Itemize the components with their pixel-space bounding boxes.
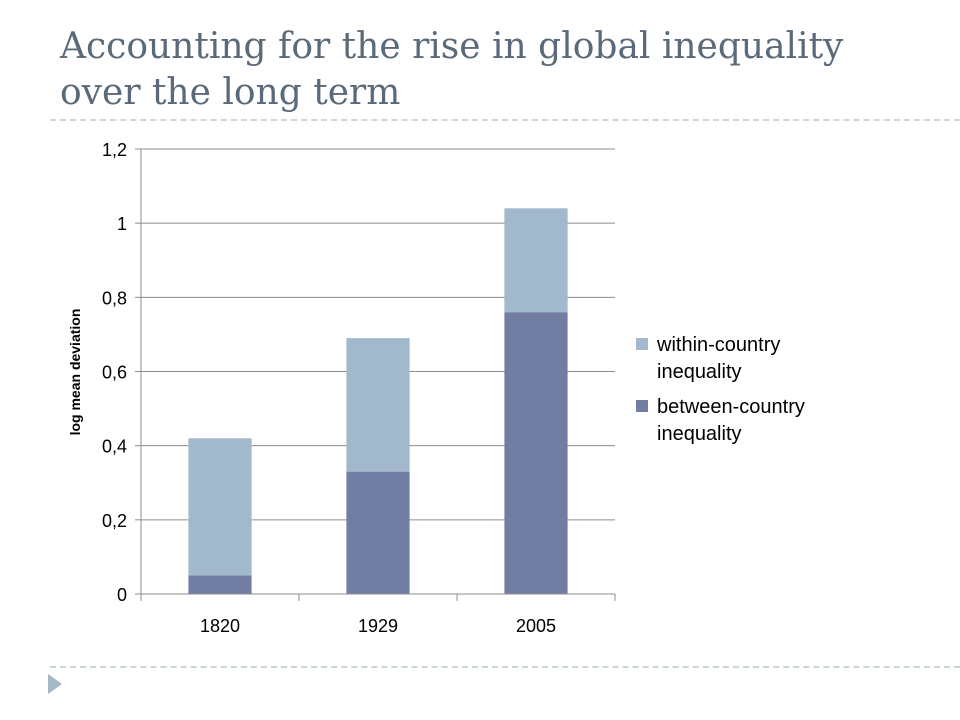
- bar-within-2005: [504, 208, 568, 313]
- y-tick-label: 0,8: [102, 288, 127, 308]
- x-tick-label: 1929: [358, 616, 398, 636]
- tick-labels: 0 0,2 0,4 0,6 0,8 1 1,2 1820 1929 2005: [102, 140, 556, 636]
- bar-between-2005: [504, 312, 568, 594]
- slide-title: Accounting for the rise in global inequa…: [60, 26, 844, 113]
- legend-swatch: [636, 400, 648, 412]
- x-tick-label: 2005: [516, 616, 556, 636]
- bar-between-1820: [188, 575, 252, 594]
- bar-within-1820: [188, 438, 252, 576]
- bullet-triangle-icon: [48, 674, 62, 694]
- bottom-divider: [50, 666, 960, 668]
- y-tick-label: 0,4: [102, 437, 127, 457]
- legend-swatch: [636, 338, 648, 350]
- y-tick-label: 0: [117, 585, 127, 605]
- bar-between-1929: [346, 471, 410, 594]
- legend-label: between-country inequality: [657, 396, 805, 445]
- y-tick-label: 0,6: [102, 363, 127, 383]
- legend: within-country inequality between-country i…: [636, 334, 805, 445]
- axes: [135, 148, 616, 601]
- legend-label: within-country inequality: [656, 334, 780, 383]
- y-tick-label: 1: [117, 214, 127, 234]
- y-axis-label: log mean deviation: [67, 309, 83, 436]
- y-tick-label: 0,2: [102, 511, 127, 531]
- bars: [188, 208, 568, 594]
- top-divider: [50, 119, 960, 121]
- bar-within-1929: [346, 338, 410, 472]
- x-tick-label: 1820: [200, 616, 240, 636]
- y-tick-label: 1,2: [102, 140, 127, 160]
